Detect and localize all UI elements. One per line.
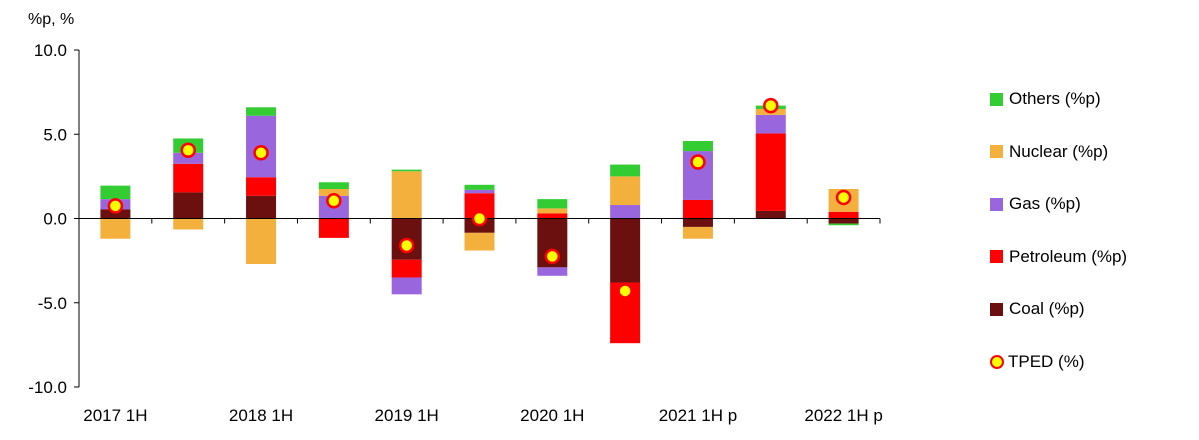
legend-swatch — [990, 250, 1003, 263]
legend-swatch — [990, 302, 1003, 316]
legend-label: Nuclear (%p) — [1009, 141, 1109, 161]
bar-segment — [537, 267, 568, 276]
legend-item: TPED (%) — [990, 351, 1085, 373]
tped-marker — [398, 237, 415, 254]
x-tick-label: 2021 1H p — [659, 406, 737, 425]
legend-label: Gas (%p) — [1009, 194, 1081, 213]
bar-segment — [318, 182, 349, 190]
legend-swatch — [990, 145, 1003, 158]
bar-segment — [828, 218, 859, 224]
tped-marker — [617, 283, 633, 299]
x-tick-label: 2017 1H — [83, 406, 147, 425]
y-tick-label: -10.0 — [28, 378, 67, 397]
bar-segment — [318, 189, 349, 196]
tped-marker — [835, 189, 852, 206]
unit-label: %p, % — [28, 11, 74, 28]
bar-segment — [173, 192, 204, 219]
y-tick-label: 0.0 — [43, 210, 67, 229]
bar-segment — [682, 218, 713, 227]
legend-marker — [990, 354, 1004, 369]
bar-segment — [173, 152, 204, 164]
bar-segment — [682, 226, 713, 239]
bar-segment — [537, 199, 568, 209]
bar-segment — [828, 211, 859, 219]
legend-label: TPED (%) — [1008, 351, 1085, 371]
bar-segment — [828, 223, 859, 226]
tped-marker — [107, 198, 124, 214]
bar-segment — [391, 171, 422, 219]
bar-segment — [464, 232, 495, 251]
bar-segment — [318, 218, 349, 238]
legend-label: Coal (%p) — [1009, 299, 1085, 318]
bar-segment — [464, 184, 495, 190]
bar-segment — [464, 189, 495, 194]
bar-segment — [537, 208, 568, 214]
tped-marker — [471, 210, 488, 227]
bar-segment — [682, 140, 713, 152]
y-axis: 10.0 5.0 0.0 -5.0 -10.0 — [28, 41, 80, 397]
bar-segment — [246, 107, 277, 116]
bar-segment — [755, 210, 786, 219]
tped-marker — [326, 193, 342, 209]
tped-marker — [180, 142, 196, 159]
legend-item: Nuclear (%p) — [990, 141, 1108, 163]
legend-item: Others (%p) — [990, 88, 1101, 110]
x-tick-label: 2020 1H — [520, 406, 584, 425]
y-tick-label: 5.0 — [43, 125, 67, 144]
legend-label: Petroleum (%p) — [1009, 246, 1128, 266]
bar-segment — [391, 259, 422, 278]
bar-segment — [173, 163, 204, 193]
tped-marker — [690, 154, 706, 170]
legend-item: Coal (%p) — [990, 298, 1085, 320]
bar-segment — [246, 218, 277, 264]
y-tick-label: -5.0 — [38, 294, 67, 313]
bar-segment — [246, 177, 277, 196]
bar-segment — [610, 205, 641, 219]
y-tick-label: 10.0 — [34, 41, 67, 60]
legend-swatch — [990, 92, 1003, 106]
bar-segment — [755, 133, 786, 211]
bar-segment — [755, 114, 786, 134]
x-tick-label: 2019 1H — [375, 406, 439, 425]
bar-group — [100, 105, 859, 344]
bar-segment — [246, 195, 277, 219]
tped-marker — [763, 97, 779, 114]
tped-marker — [253, 145, 269, 161]
x-axis-labels: 2017 1H 2018 1H 2019 1H 2020 1H 2021 1H p 202… — [83, 406, 883, 425]
bar-segment — [173, 218, 204, 230]
x-tick-label: 2022 1H p — [804, 406, 882, 425]
bar-segment — [537, 213, 568, 219]
bar-segment — [682, 199, 713, 219]
legend-item: Gas (%p) — [990, 193, 1081, 215]
bar-segment — [100, 185, 131, 200]
bar-segment — [100, 209, 131, 219]
legend-label: Others (%p) — [1009, 89, 1101, 108]
legend-item: Petroleum (%p) — [990, 246, 1127, 268]
bar-segment — [391, 169, 422, 172]
bar-segment — [610, 176, 641, 206]
bar-segment — [391, 277, 422, 295]
tped-marker — [544, 248, 561, 265]
bar-segment — [610, 218, 641, 283]
bar-segment — [610, 164, 641, 177]
tped-markers — [107, 97, 852, 299]
legend-swatch — [990, 197, 1003, 211]
bar-segment — [100, 218, 131, 239]
x-tick-label: 2018 1H — [229, 406, 293, 425]
